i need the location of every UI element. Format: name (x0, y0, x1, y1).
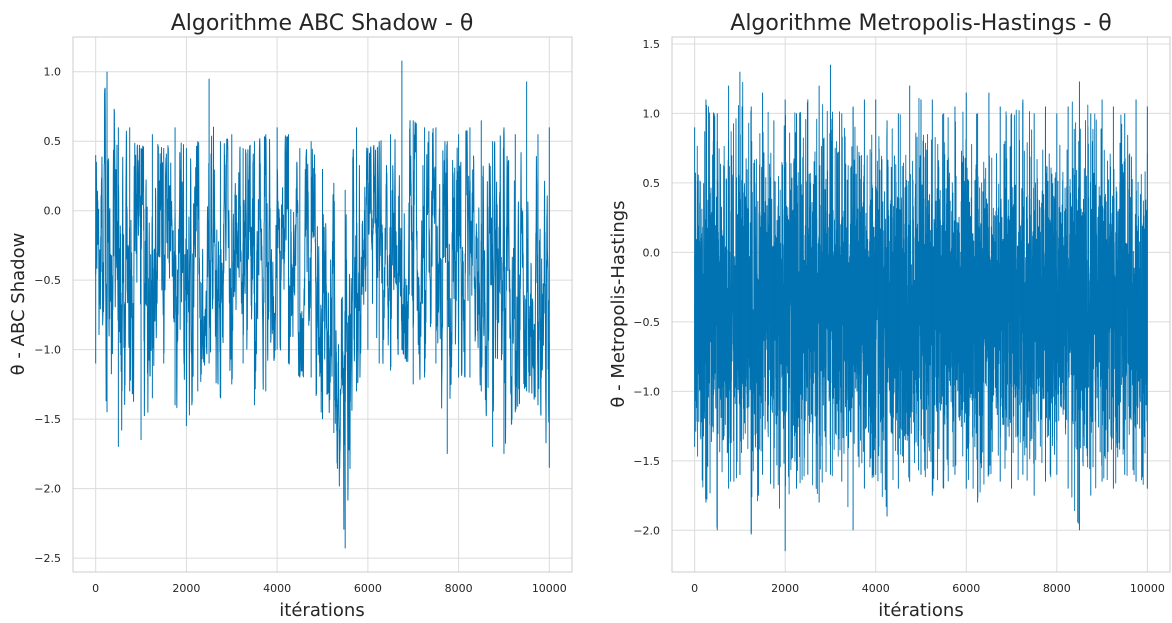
y-tick-label: 0.0 (643, 246, 661, 259)
x-tick-label: 2000 (172, 582, 200, 595)
y-tick-label: −2.0 (34, 483, 61, 496)
chart-title: Algorithme ABC Shadow - θ (171, 11, 474, 36)
chart-title: Algorithme Metropolis-Hastings - θ (730, 11, 1111, 36)
plot-frame (72, 36, 573, 573)
x-axis-label: itérations (878, 600, 963, 621)
y-tick-label: −1.5 (633, 455, 660, 468)
y-tick-label: −1.0 (34, 344, 61, 357)
y-tick-label: 1.0 (643, 107, 661, 120)
y-tick-label: −2.0 (633, 524, 660, 537)
chart-panel-2: 0 2000 4000 6000 8000 10000 −2.0 −1.5 −1.0 −0.5 0.… (608, 11, 1171, 621)
y-tick-label: −0.5 (34, 274, 61, 287)
x-tick-label: 8000 (1043, 582, 1071, 595)
x-axis-label: itérations (279, 600, 364, 621)
y-tick-label: −2.5 (34, 552, 61, 565)
y-tick-label: 0.0 (44, 205, 62, 218)
y-tick-label: −0.5 (633, 316, 660, 329)
y-tick-label: 1.5 (643, 38, 661, 51)
x-tick-label: 8000 (445, 582, 473, 595)
x-tick-label: 4000 (862, 582, 890, 595)
y-tick-label: 1.0 (44, 66, 62, 79)
y-tick-label: −1.5 (34, 413, 61, 426)
x-tick-label: 0 (691, 582, 698, 595)
y-tick-label: −1.0 (633, 385, 660, 398)
y-tick-label: 0.5 (44, 135, 62, 148)
x-tick-label: 6000 (952, 582, 980, 595)
y-axis-label: θ - Metropolis-Hastings (608, 200, 629, 407)
x-tick-label: 4000 (263, 582, 291, 595)
x-tick-label: 0 (92, 582, 99, 595)
plot-frame (671, 36, 1171, 573)
x-tick-label: 10000 (532, 582, 567, 595)
x-tick-label: 2000 (771, 582, 799, 595)
x-tick-label: 10000 (1130, 582, 1165, 595)
y-tick-label: 0.5 (643, 177, 661, 190)
x-tick-label: 6000 (354, 582, 382, 595)
y-axis-label: θ - ABC Shadow (8, 233, 29, 376)
chart-panel-1: 0 2000 4000 6000 8000 10000 −2.5 −2.0 −1.5 −1.0 −0… (8, 11, 573, 621)
